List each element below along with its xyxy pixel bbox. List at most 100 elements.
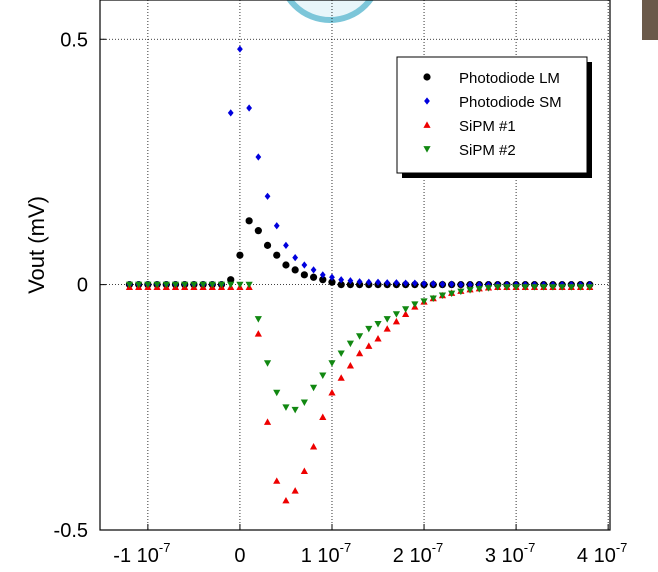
data-point — [310, 266, 317, 274]
x-tick-label: -1 10-7 — [113, 540, 170, 567]
data-point — [254, 227, 262, 235]
data-point — [300, 467, 308, 474]
data-point — [162, 281, 170, 289]
data-point — [254, 316, 262, 323]
data-point — [384, 279, 391, 287]
data-point — [430, 280, 437, 288]
data-point — [282, 404, 290, 411]
data-point — [365, 278, 372, 286]
data-point — [300, 399, 308, 407]
data-point — [375, 278, 381, 286]
data-point — [402, 306, 410, 313]
data-point — [319, 372, 327, 380]
data-point — [227, 276, 235, 284]
data-point — [494, 284, 502, 291]
data-point — [411, 301, 419, 308]
data-point — [227, 281, 235, 289]
data-point — [448, 290, 456, 298]
data-point — [383, 325, 391, 332]
data-point — [512, 284, 520, 291]
tick-exponent: -7 — [340, 540, 352, 555]
data-point — [273, 222, 280, 230]
data-point — [300, 271, 308, 279]
data-point — [484, 285, 493, 292]
x-tick-label: 2 10-7 — [393, 540, 444, 567]
tick-text: 3 10 — [485, 545, 524, 567]
data-point — [356, 333, 364, 340]
tick-text: 1 10 — [301, 545, 340, 567]
tick-text: -1 10 — [113, 545, 159, 567]
data-point — [338, 276, 345, 284]
data-point — [549, 284, 557, 291]
data-point — [263, 241, 272, 249]
data-point — [328, 388, 336, 396]
data-point — [567, 284, 575, 291]
data-point — [540, 284, 548, 291]
y-axis-label: Vout (mV) — [24, 196, 49, 294]
data-point — [273, 477, 281, 484]
legend-label: SiPM #2 — [459, 142, 516, 159]
data-point — [420, 298, 428, 305]
data-point — [171, 281, 180, 289]
data-point — [263, 418, 272, 425]
data-point — [586, 284, 594, 291]
x-tick-label: 1 10-7 — [301, 540, 352, 567]
data-point — [291, 266, 299, 274]
data-point — [402, 279, 409, 287]
data-point — [346, 362, 354, 369]
data-point — [190, 281, 198, 289]
data-point — [246, 104, 253, 112]
data-point — [457, 281, 464, 289]
data-point — [292, 254, 299, 262]
data-point — [475, 286, 483, 293]
legend-marker — [423, 146, 431, 153]
data-point — [337, 350, 345, 357]
data-point — [466, 287, 474, 294]
data-point — [521, 284, 529, 291]
data-point — [421, 280, 427, 288]
tick-exponent: -7 — [159, 540, 171, 555]
data-point — [429, 295, 437, 302]
data-point — [181, 281, 189, 289]
tick-exponent: -7 — [432, 540, 444, 555]
tick-text: 4 10 — [577, 545, 616, 567]
data-point — [283, 241, 289, 249]
data-point — [346, 340, 354, 348]
data-point — [329, 273, 335, 281]
data-point — [346, 281, 354, 289]
data-point — [337, 281, 345, 289]
data-point — [374, 321, 382, 328]
data-point — [144, 281, 152, 289]
data-point — [264, 192, 271, 200]
tick-exponent: -7 — [524, 540, 536, 555]
data-point — [236, 251, 244, 259]
data-point — [356, 349, 364, 357]
data-point — [467, 281, 473, 289]
data-point — [255, 153, 262, 161]
data-point — [337, 374, 345, 381]
decor-circle — [286, 0, 374, 23]
data-point — [393, 279, 400, 287]
data-point — [282, 496, 290, 504]
data-point — [365, 342, 373, 349]
data-point — [282, 261, 290, 269]
decor-image — [642, 0, 658, 40]
data-point — [273, 251, 281, 259]
data-point — [576, 284, 585, 291]
data-point — [347, 277, 354, 285]
data-point — [237, 45, 243, 53]
legend-label: Photodiode LM — [459, 70, 560, 87]
data-point — [309, 384, 318, 392]
data-point — [448, 280, 455, 288]
data-point — [199, 281, 207, 289]
x-tick-label: 0 — [234, 545, 245, 567]
data-point — [374, 335, 382, 342]
data-point — [402, 310, 410, 317]
data-point — [319, 276, 327, 284]
data-point — [392, 317, 401, 325]
tick-exponent: -7 — [616, 540, 628, 555]
data-point — [438, 292, 447, 300]
plot-frame — [99, 0, 611, 531]
y-tick-label: 0.5 — [60, 29, 88, 51]
data-point — [125, 281, 134, 289]
